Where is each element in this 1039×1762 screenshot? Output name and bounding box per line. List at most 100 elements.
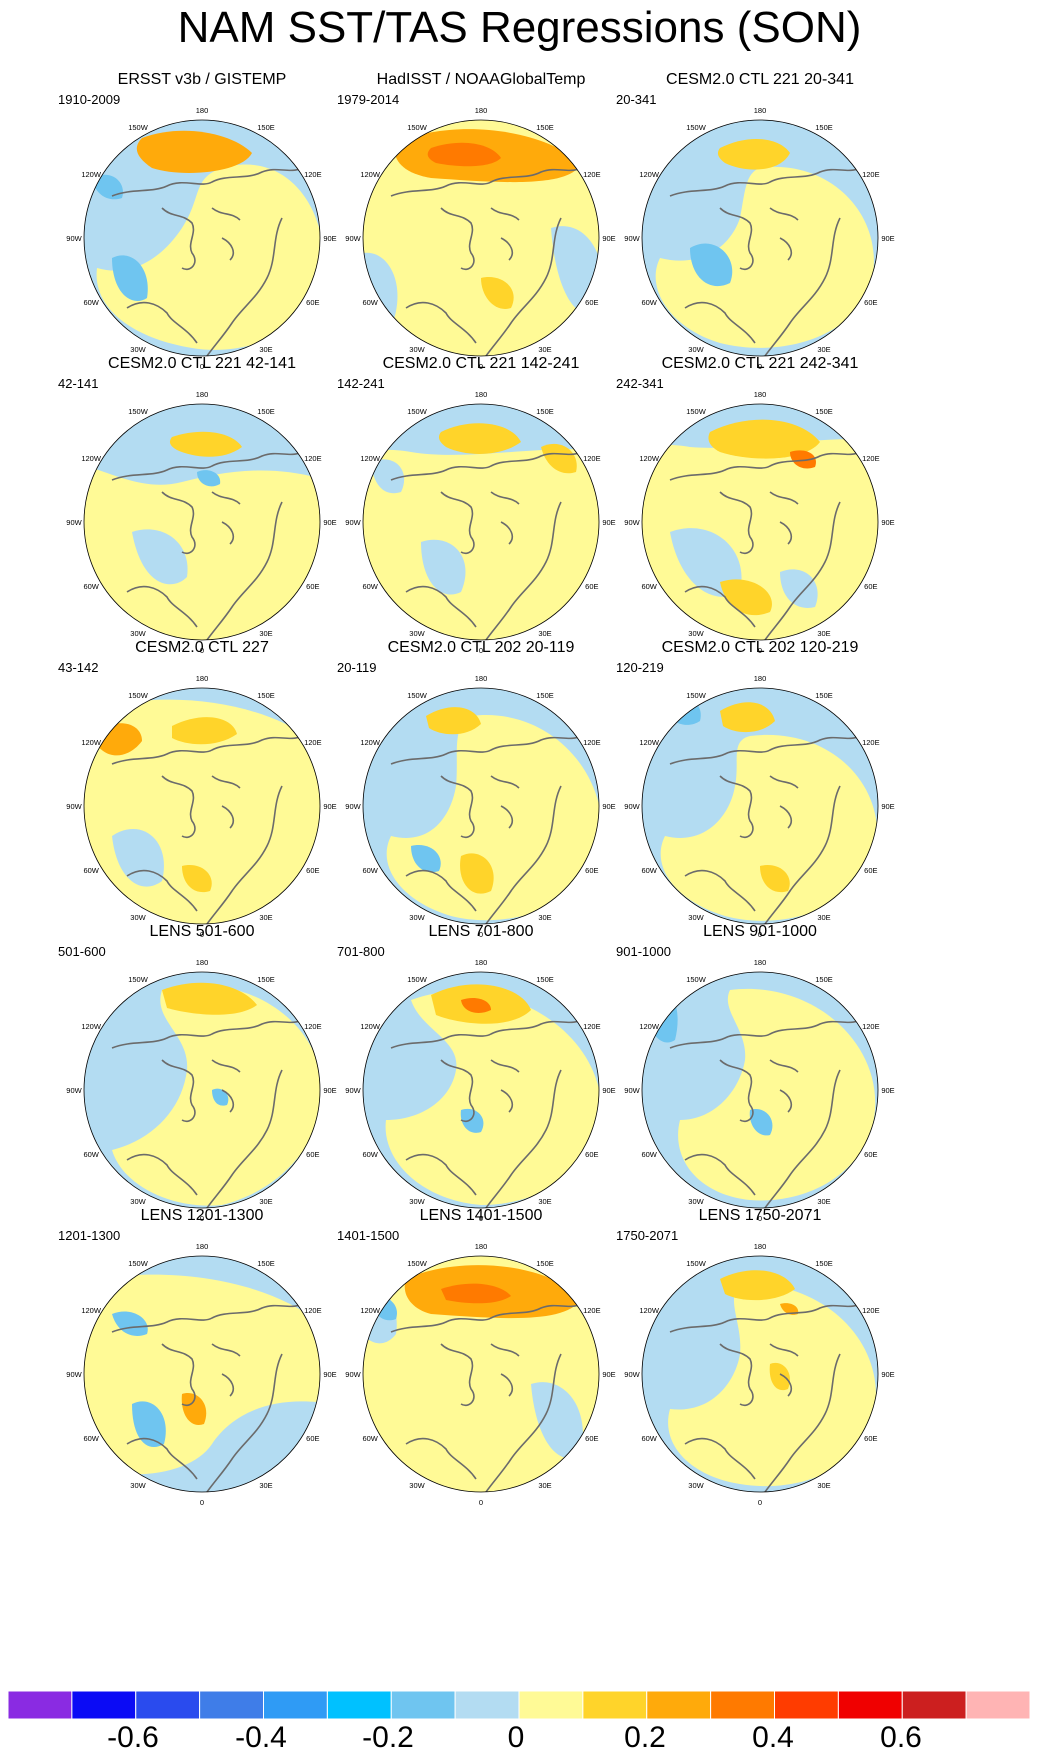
longitude-label: 120W — [81, 1306, 102, 1315]
longitude-label: 120W — [81, 454, 102, 463]
polar-map-svg: 180 150E 120E 90E 60E 30E 0 30W 60W 90W 120W 150W — [66, 674, 336, 939]
longitude-label: 180 — [196, 1242, 209, 1251]
coastline — [111, 1303, 303, 1492]
longitude-label: 60W — [362, 866, 378, 875]
field-layer — [363, 1256, 599, 1492]
polar-map: 180 150E 120E 90E 60E 30E 0 30W 60W 90W 120W 150W — [624, 958, 894, 1223]
longitude-label: 60E — [306, 298, 319, 307]
panel-title: LENS 1401-1500 — [419, 1207, 543, 1224]
field-layer — [84, 972, 320, 1208]
colorbar-labels: -0.6 -0.4 -0.2 0 0.2 0.4 0.6 — [0, 1720, 1039, 1760]
anomaly-region — [541, 443, 577, 474]
map-border — [83, 687, 321, 925]
longitude-label: 150W — [407, 407, 428, 416]
longitude-label: 150W — [686, 691, 707, 700]
longitude-label: 0 — [479, 646, 483, 655]
longitude-label: 120W — [81, 738, 102, 747]
longitude-label: 0 — [758, 1498, 762, 1507]
longitude-label: 60W — [641, 1434, 657, 1443]
panel-title: CESM2.0 CTL 221 42-141 — [108, 355, 296, 372]
field-layer — [642, 404, 878, 640]
colorbar-swatch — [326, 1691, 392, 1719]
map-panel: CESM2.0 CTL 221 42-141 42-141 180 150E 120E 9… — [52, 354, 352, 655]
longitude-label: 60E — [306, 866, 319, 875]
map-border — [83, 403, 321, 641]
longitude-label: 180 — [754, 106, 767, 115]
anomaly-region — [720, 1270, 795, 1301]
panel-period: 120-219 — [616, 660, 664, 675]
map-border — [83, 1255, 321, 1493]
longitude-label: 150W — [407, 691, 428, 700]
longitude-label: 180 — [475, 1242, 488, 1251]
longitude-label: 150E — [257, 691, 275, 700]
polar-map-svg: 180 150E 120E 90E 60E 30E 0 30W 60W 90W 120W 150W — [66, 106, 336, 371]
longitude-label: 30W — [130, 1481, 146, 1490]
longitude-label: 90E — [602, 1370, 615, 1379]
longitude-label: 120E — [862, 1022, 880, 1031]
colorbar-swatch — [8, 1691, 73, 1719]
longitude-label: 60W — [641, 582, 657, 591]
longitude-label: 120W — [639, 1022, 660, 1031]
anomaly-region — [426, 707, 481, 735]
anomaly-region — [690, 243, 733, 287]
longitude-label: 150E — [815, 407, 833, 416]
polar-map: 180 150E 120E 90E 60E 30E 0 30W 60W 90W 120W 150W — [345, 390, 615, 655]
longitude-label: 30W — [130, 345, 146, 354]
colorbar-label: 0.6 — [880, 1721, 922, 1754]
field-layer — [363, 120, 599, 356]
longitude-label: 30E — [817, 1481, 830, 1490]
map-border — [83, 971, 321, 1209]
longitude-label: 90E — [881, 518, 894, 527]
field-layer — [84, 404, 320, 640]
longitude-label: 30W — [688, 629, 704, 638]
longitude-label: 120W — [360, 1306, 381, 1315]
longitude-label: 0 — [479, 362, 483, 371]
colorbar-label: 0 — [507, 1721, 525, 1754]
longitude-label: 120E — [304, 738, 322, 747]
longitude-label: 120E — [862, 1306, 880, 1315]
panel-period: 1750-2071 — [616, 1228, 679, 1243]
panel-period: 1979-2014 — [337, 92, 400, 107]
longitude-label: 120E — [304, 454, 322, 463]
longitude-label: 120W — [639, 1306, 660, 1315]
anomaly-region — [136, 130, 252, 173]
longitude-label: 60W — [641, 1150, 657, 1159]
field-layer — [84, 688, 320, 924]
anomaly-region — [197, 470, 221, 487]
longitude-label: 30E — [817, 345, 830, 354]
polar-map: 180 150E 120E 90E 60E 30E 0 30W 60W 90W 120W 150W — [624, 1242, 894, 1507]
anomaly-region — [385, 991, 599, 1205]
panel-period: 20-119 — [337, 660, 377, 675]
longitude-label: 60E — [306, 582, 319, 591]
longitude-label: 120E — [583, 738, 601, 747]
anomaly-region — [678, 988, 876, 1201]
longitude-label: 120E — [304, 170, 322, 179]
map-border — [362, 971, 600, 1209]
longitude-label: 60W — [362, 1434, 378, 1443]
longitude-label: 60W — [362, 582, 378, 591]
longitude-label: 150W — [686, 123, 707, 132]
anomaly-region — [668, 1283, 877, 1487]
longitude-label: 150E — [815, 691, 833, 700]
map-panel: LENS 1750-2071 1750-2071 180 150E 120E 90E 60E… — [610, 1206, 910, 1507]
longitude-label: 90W — [345, 1086, 361, 1095]
longitude-label: 150W — [407, 1259, 428, 1268]
longitude-label: 60E — [585, 866, 598, 875]
anomaly-region — [181, 1393, 207, 1425]
longitude-label: 180 — [475, 106, 488, 115]
coastline — [669, 167, 861, 356]
longitude-label: 30W — [130, 913, 146, 922]
map-panel: HadISST / NOAAGlobalTemp 1979-2014 180 150E… — [331, 70, 631, 371]
polar-map: 180 150E 120E 90E 60E 30E 0 30W 60W 90W 120W 150W — [66, 390, 336, 655]
polar-map-svg: 180 150E 120E 90E 60E 30E 0 30W 60W 90W 120W 150W — [345, 674, 615, 939]
panel-period: 142-241 — [337, 376, 385, 391]
panel-title: LENS 1201-1300 — [140, 1207, 264, 1224]
panel-period: 1401-1500 — [337, 1228, 400, 1243]
panel-period: 901-1000 — [616, 944, 671, 959]
longitude-label: 120W — [639, 738, 660, 747]
longitude-label: 0 — [200, 930, 204, 939]
longitude-label: 180 — [196, 674, 209, 683]
colorbar-label: -0.4 — [235, 1721, 287, 1754]
panel-title: LENS 901-1000 — [703, 923, 817, 940]
polar-map-svg: 180 150E 120E 90E 60E 30E 0 30W 60W 90W 120W 150W — [624, 674, 894, 939]
